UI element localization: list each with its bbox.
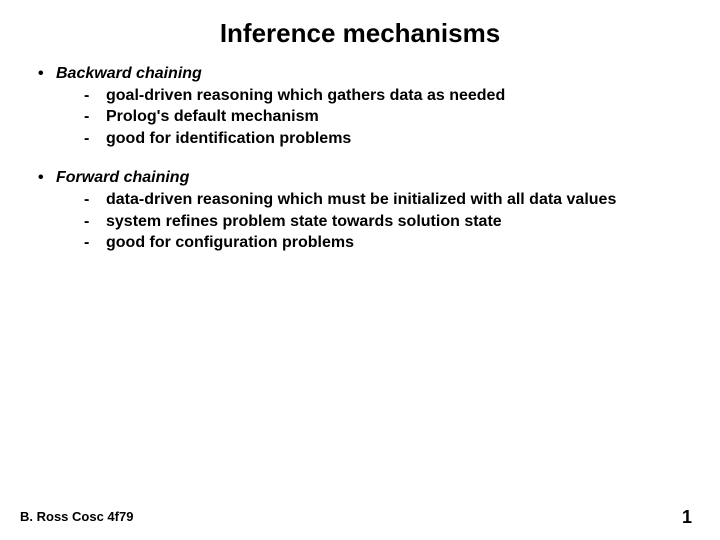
slide-content: • Backward chaining - goal-driven reason… [30,63,690,254]
list-item-text: data-driven reasoning which must be init… [106,189,616,211]
dash-icon: - [84,85,106,107]
list-item: - system refines problem state towards s… [84,211,690,233]
dash-icon: - [84,232,106,254]
list-item-text: system refines problem state towards sol… [106,211,502,233]
bullet-icon: • [38,63,56,85]
list-item: - goal-driven reasoning which gathers da… [84,85,690,107]
list-item-text: Prolog's default mechanism [106,106,319,128]
sub-list: - data-driven reasoning which must be in… [38,189,690,254]
bullet-icon: • [38,167,56,189]
slide: Inference mechanisms • Backward chaining… [0,0,720,540]
slide-title: Inference mechanisms [30,18,690,49]
dash-icon: - [84,189,106,211]
list-item-text: good for configuration problems [106,232,354,254]
dash-icon: - [84,128,106,150]
list-item: - data-driven reasoning which must be in… [84,189,690,211]
list-item-text: goal-driven reasoning which gathers data… [106,85,505,107]
topic-backward-chaining: • Backward chaining - goal-driven reason… [38,63,690,149]
dash-icon: - [84,106,106,128]
dash-icon: - [84,211,106,233]
footer-page-number: 1 [682,507,692,528]
topic-header: • Forward chaining [38,167,690,189]
list-item: - good for identification problems [84,128,690,150]
topic-name: Backward chaining [56,63,202,85]
list-item-text: good for identification problems [106,128,351,150]
topic-forward-chaining: • Forward chaining - data-driven reasoni… [38,167,690,253]
topic-header: • Backward chaining [38,63,690,85]
list-item: - Prolog's default mechanism [84,106,690,128]
sub-list: - goal-driven reasoning which gathers da… [38,85,690,150]
topic-name: Forward chaining [56,167,189,189]
footer-author-course: B. Ross Cosc 4f79 [20,509,133,524]
list-item: - good for configuration problems [84,232,690,254]
